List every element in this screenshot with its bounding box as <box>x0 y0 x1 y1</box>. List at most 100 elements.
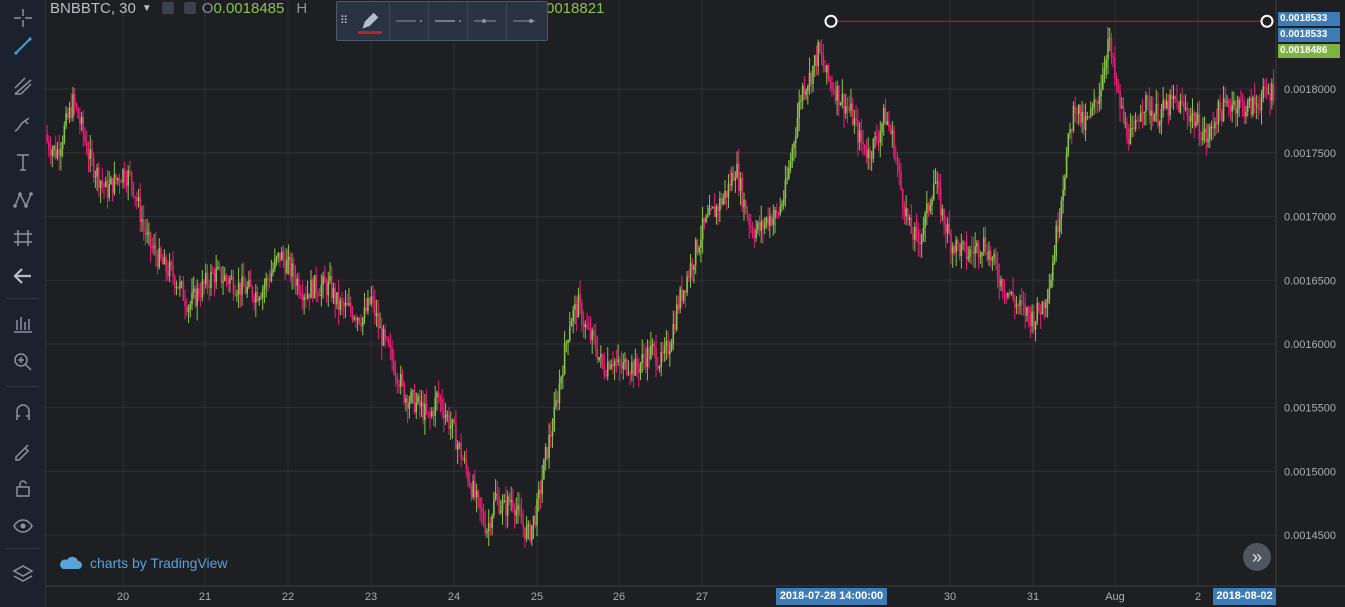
candle-body <box>848 108 851 111</box>
candle-body <box>355 317 357 321</box>
lock-icon[interactable] <box>0 470 45 506</box>
back-arrow-icon[interactable] <box>0 258 45 294</box>
candle-body <box>720 198 723 205</box>
close-icon[interactable] <box>183 2 196 14</box>
candle-body <box>682 290 685 301</box>
candle-body <box>87 153 90 160</box>
candle-body <box>1155 103 1158 115</box>
text-icon[interactable] <box>0 144 45 180</box>
candle-body <box>1127 138 1130 145</box>
candle-body <box>817 42 819 67</box>
candle-body <box>489 523 492 529</box>
candle-body <box>915 227 918 232</box>
price-chart[interactable]: 0.0018000 0.0017500 0.0017000 0.0016500 0.00… <box>46 0 1345 607</box>
candle-body <box>399 374 402 387</box>
candle-body <box>70 107 73 118</box>
candle-body <box>568 326 571 341</box>
tradingview-watermark[interactable]: charts by TradingView <box>60 555 227 571</box>
chevron-down-icon[interactable]: ▼ <box>141 2 152 14</box>
candle-body <box>417 395 419 403</box>
candle-body <box>1191 113 1194 116</box>
crosshair-icon[interactable] <box>0 0 45 36</box>
pattern-icon[interactable] <box>0 182 45 218</box>
candle-body <box>1146 95 1149 100</box>
symbol-name[interactable]: BNBBTC, 30 <box>50 0 136 17</box>
candle-body <box>1269 93 1271 101</box>
candle-body <box>762 220 764 229</box>
candle-body <box>763 223 766 229</box>
eye-icon[interactable] <box>0 508 45 544</box>
candle-body <box>1096 101 1099 104</box>
candle-body <box>712 206 714 209</box>
candle-body <box>311 280 314 299</box>
candle-body <box>1150 110 1152 116</box>
candle-body <box>468 481 471 487</box>
line-style-solid-icon[interactable] <box>390 2 429 40</box>
time-axis: 20 21 22 23 24 25 26 27 30 31 Aug 2 <box>117 591 1201 603</box>
candle-body <box>211 271 214 273</box>
candle-body <box>675 304 678 330</box>
pencil-icon[interactable] <box>351 2 390 40</box>
candle-body <box>998 278 1001 287</box>
candle-body <box>679 288 681 310</box>
line-arrow-icon[interactable] <box>507 2 545 40</box>
candle-body <box>946 223 949 234</box>
candle-body <box>203 280 205 284</box>
candle-body <box>230 277 233 279</box>
candle-body <box>1072 105 1075 131</box>
candle-body <box>693 265 695 271</box>
layers-icon[interactable] <box>0 556 45 592</box>
time-tick-label: 20 <box>117 591 129 603</box>
candle-body <box>129 170 131 173</box>
candle-body <box>351 311 354 320</box>
candle-body <box>927 203 930 211</box>
candle-body <box>789 160 792 168</box>
horizontal-ray[interactable] <box>824 14 1274 28</box>
candle-body <box>187 307 190 312</box>
candle-body <box>249 280 252 287</box>
zoom-in-icon[interactable] <box>0 344 45 380</box>
lock-draw-icon[interactable] <box>0 432 45 468</box>
pitchfork-icon[interactable] <box>0 68 45 104</box>
measure-icon[interactable] <box>0 220 45 256</box>
trendline-icon[interactable] <box>0 28 45 64</box>
candle-body <box>1102 74 1104 90</box>
candle-body <box>939 187 942 216</box>
candle-body <box>494 493 497 500</box>
candle-body <box>308 293 311 299</box>
candle-body <box>765 217 768 224</box>
drag-handle-icon[interactable]: ⠿ <box>339 15 349 27</box>
candle-body <box>384 328 386 338</box>
candle-body <box>429 412 431 417</box>
magnet-icon[interactable] <box>0 394 45 430</box>
candle-body <box>524 527 526 539</box>
candle-body <box>1107 39 1109 60</box>
candle-body <box>401 374 404 383</box>
candle-body <box>1226 101 1228 103</box>
candle-body <box>113 174 116 194</box>
candle-body <box>94 176 97 178</box>
scroll-to-latest-button[interactable]: » <box>1243 543 1271 571</box>
candle-body <box>953 246 956 253</box>
candle-body <box>672 323 675 344</box>
price-tick-label: 0.0016500 <box>1284 275 1336 287</box>
candle-body <box>708 207 711 216</box>
candle-body <box>418 395 421 407</box>
candle-body <box>279 252 281 261</box>
candle-body <box>681 288 683 301</box>
line-end-icon[interactable] <box>468 2 507 40</box>
candle-body <box>531 525 533 541</box>
settings-icon[interactable] <box>161 2 174 14</box>
line-width-icon[interactable] <box>429 2 468 40</box>
candle-body <box>389 345 392 348</box>
candle-body <box>289 256 292 277</box>
candle-body <box>653 343 656 347</box>
candle-body <box>898 165 901 172</box>
candle-body <box>103 184 105 188</box>
candle-body <box>324 276 326 283</box>
brush-icon[interactable] <box>0 106 45 142</box>
candle-body <box>367 297 369 312</box>
candle-body <box>670 343 673 352</box>
candle-body <box>184 300 186 307</box>
chart-type-icon[interactable] <box>0 306 45 342</box>
